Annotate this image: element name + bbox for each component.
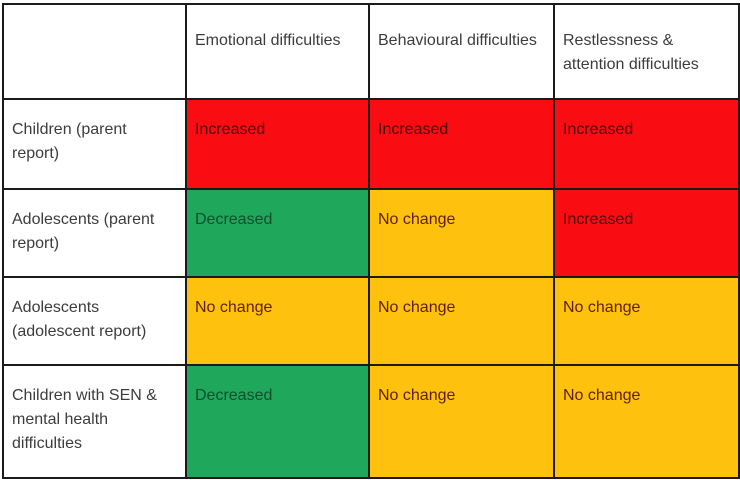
- cell-adolescents-parent-emotional: Decreased: [185, 188, 370, 278]
- cell-adolescents-self-restlessness: No change: [553, 276, 740, 366]
- row-label-adolescents-parent: Adolescents (parent report): [2, 188, 187, 278]
- header-cell-emotional: Emotional difficulties: [185, 3, 370, 100]
- cell-adolescents-parent-behavioural: No change: [368, 188, 555, 278]
- cell-children-restlessness: Increased: [553, 98, 740, 190]
- cell-adolescents-parent-restlessness: Increased: [553, 188, 740, 278]
- row-label-children-parent: Children (parent report): [2, 98, 187, 190]
- header-cell-empty: [2, 3, 187, 100]
- table-row: Children (parent report) Increased Incre…: [2, 98, 740, 190]
- cell-children-behavioural: Increased: [368, 98, 555, 190]
- cell-sen-restlessness: No change: [553, 364, 740, 479]
- header-cell-restlessness: Restlessness & attention difficulties: [553, 3, 740, 100]
- cell-adolescents-self-behavioural: No change: [368, 276, 555, 366]
- cell-sen-behavioural: No change: [368, 364, 555, 479]
- table-row: Adolescents (parent report) Decreased No…: [2, 188, 740, 278]
- table-row: Adolescents (adolescent report) No chang…: [2, 276, 740, 366]
- table-row: Children with SEN & mental health diffic…: [2, 364, 740, 479]
- cell-children-emotional: Increased: [185, 98, 370, 190]
- cell-sen-emotional: Decreased: [185, 364, 370, 479]
- row-label-adolescents-self: Adolescents (adolescent report): [2, 276, 187, 366]
- row-label-children-sen: Children with SEN & mental health diffic…: [2, 364, 187, 479]
- summary-table: Emotional difficulties Behavioural diffi…: [2, 3, 740, 479]
- header-cell-behavioural: Behavioural difficulties: [368, 3, 555, 100]
- table-header-row: Emotional difficulties Behavioural diffi…: [2, 3, 740, 100]
- cell-adolescents-self-emotional: No change: [185, 276, 370, 366]
